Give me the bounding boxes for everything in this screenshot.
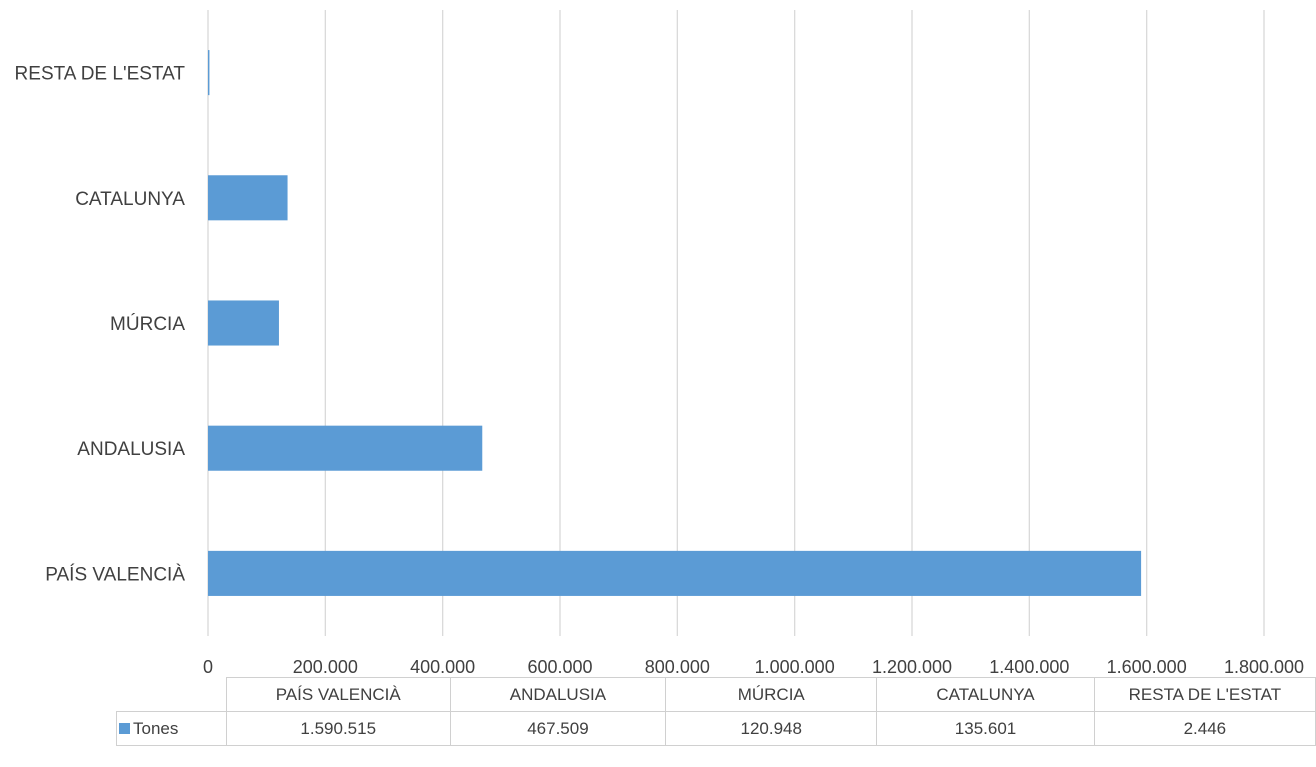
category-label: PAÍS VALENCIÀ xyxy=(45,564,185,585)
x-tick-label: 800.000 xyxy=(645,657,710,677)
x-tick-label: 1.400.000 xyxy=(989,657,1069,677)
data-table: PAÍS VALENCIÀ ANDALUSIA MÚRCIA CATALUNYA… xyxy=(116,677,1316,746)
category-label: MÚRCIA xyxy=(110,313,185,335)
category-label: ANDALUSIA xyxy=(77,439,185,460)
legend-key-icon xyxy=(119,722,130,734)
bar xyxy=(208,50,210,96)
data-table-value: 120.948 xyxy=(665,711,878,746)
data-table-corner xyxy=(116,677,227,712)
bar xyxy=(208,425,483,471)
x-tick-label: 1.200.000 xyxy=(872,657,952,677)
x-tick-label: 200.000 xyxy=(293,657,358,677)
category-label: RESTA DE L'ESTAT xyxy=(15,64,186,85)
data-table-header: MÚRCIA xyxy=(665,677,878,712)
gridlines xyxy=(207,10,1265,636)
data-table-header: PAÍS VALENCIÀ xyxy=(225,677,451,712)
data-table-value: 135.601 xyxy=(876,711,1095,746)
x-axis-tick-labels: 0 200.000 400.000 600.000 800.000 1.000.000 1.… xyxy=(203,657,1304,677)
data-table-header: ANDALUSIA xyxy=(449,677,667,712)
x-tick-label: 1.600.000 xyxy=(1107,657,1187,677)
data-table-header: CATALUNYA xyxy=(876,677,1095,712)
x-tick-label: 0 xyxy=(203,657,213,677)
bar xyxy=(208,175,288,221)
category-labels: PAÍS VALENCIÀ ANDALUSIA MÚRCIA CATALUNYA RES… xyxy=(15,64,186,586)
bars xyxy=(208,50,1142,596)
category-label: CATALUNYA xyxy=(75,189,185,210)
x-tick-label: 1.000.000 xyxy=(755,657,835,677)
data-table-value: 1.590.515 xyxy=(225,711,451,746)
x-tick-label: 600.000 xyxy=(527,657,592,677)
data-table-header-row: PAÍS VALENCIÀ ANDALUSIA MÚRCIA CATALUNYA… xyxy=(116,677,1316,712)
data-table-value: 2.446 xyxy=(1093,711,1316,746)
x-tick-label: 400.000 xyxy=(410,657,475,677)
x-tick-label: 1.800.000 xyxy=(1224,657,1304,677)
data-table-row: Tones 1.590.515 467.509 120.948 135.601 … xyxy=(116,711,1316,746)
bar xyxy=(208,550,1142,596)
data-table-header: RESTA DE L'ESTAT xyxy=(1093,677,1316,712)
bar xyxy=(208,300,279,346)
data-table-series-cell: Tones xyxy=(116,711,227,746)
data-table-value: 467.509 xyxy=(449,711,667,746)
data-table-row-label: Tones xyxy=(133,718,179,738)
bar-chart: PAÍS VALENCIÀ ANDALUSIA MÚRCIA CATALUNYA RES… xyxy=(15,10,1304,677)
